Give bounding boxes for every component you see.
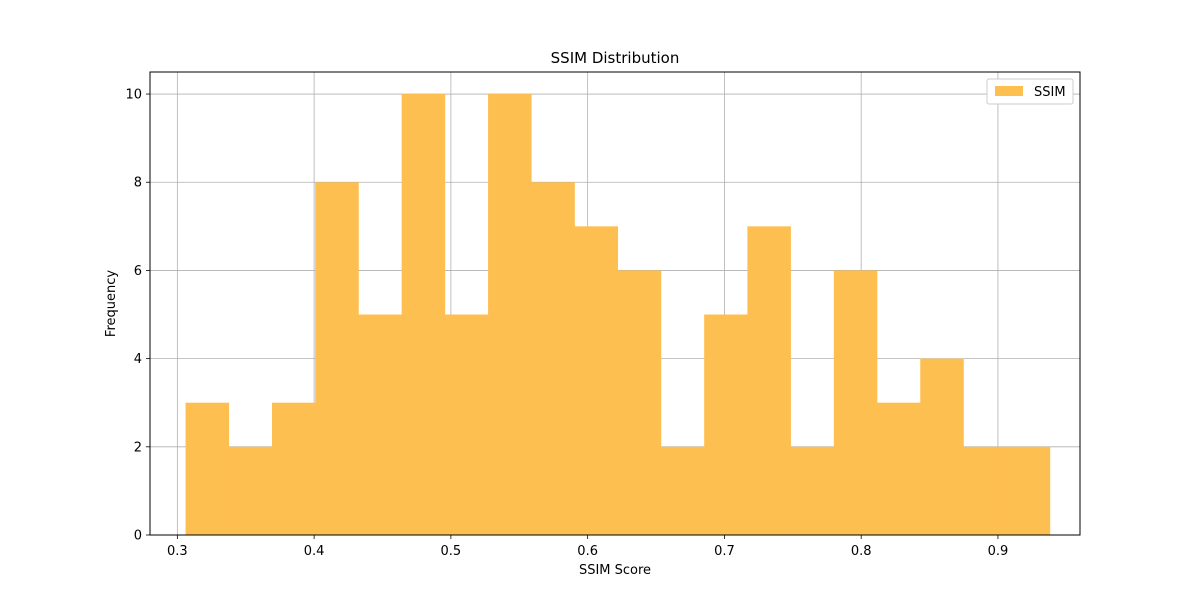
histogram-bar bbox=[574, 226, 619, 536]
x-axis-ticks: 0.3 0.4 0.5 0.6 0.7 0.8 0.9 bbox=[167, 535, 1008, 559]
histogram-bar bbox=[185, 402, 230, 535]
histogram-bar bbox=[444, 314, 489, 535]
y-tick-label: 6 bbox=[134, 264, 142, 279]
y-axis-label: Frequency bbox=[104, 270, 119, 337]
y-axis-ticks: 0 2 4 6 8 10 bbox=[125, 88, 150, 544]
histogram-bar bbox=[271, 402, 316, 535]
y-tick-label: 4 bbox=[134, 352, 142, 367]
histogram-bars bbox=[185, 94, 1051, 536]
legend-label: SSIM bbox=[1034, 85, 1066, 100]
histogram-bar bbox=[963, 446, 1007, 535]
y-tick-label: 8 bbox=[134, 176, 142, 191]
y-tick-label: 0 bbox=[134, 529, 142, 544]
histogram-bar bbox=[877, 402, 921, 535]
x-tick-label: 0.4 bbox=[304, 544, 325, 559]
histogram-bar bbox=[833, 270, 878, 535]
x-tick-label: 0.3 bbox=[167, 544, 188, 559]
histogram-bar bbox=[228, 446, 273, 535]
x-tick-label: 0.6 bbox=[577, 544, 598, 559]
x-tick-label: 0.9 bbox=[988, 544, 1009, 559]
y-tick-label: 10 bbox=[125, 88, 142, 103]
histogram-bar bbox=[617, 270, 662, 535]
histogram-bar bbox=[358, 314, 402, 535]
histogram-bar bbox=[747, 226, 791, 536]
x-tick-label: 0.8 bbox=[851, 544, 872, 559]
x-axis-label: SSIM Score bbox=[579, 563, 651, 578]
legend-box bbox=[986, 78, 1074, 105]
histogram-bar bbox=[704, 314, 748, 535]
histogram-bar bbox=[531, 182, 575, 535]
histogram-bar bbox=[488, 94, 532, 536]
histogram-bar bbox=[920, 358, 964, 535]
legend-swatch bbox=[995, 86, 1023, 96]
histogram-bar bbox=[315, 182, 359, 535]
x-tick-label: 0.7 bbox=[714, 544, 735, 559]
plot-frame bbox=[149, 71, 1081, 536]
y-tick-label: 2 bbox=[134, 440, 142, 455]
chart-title: SSIM Distribution bbox=[551, 49, 680, 67]
histogram-bar bbox=[660, 446, 705, 535]
legend: SSIM bbox=[986, 78, 1074, 105]
histogram-bar bbox=[790, 446, 835, 535]
x-tick-label: 0.5 bbox=[441, 544, 462, 559]
histogram-bar bbox=[1006, 446, 1051, 535]
histogram-bar bbox=[401, 94, 446, 536]
